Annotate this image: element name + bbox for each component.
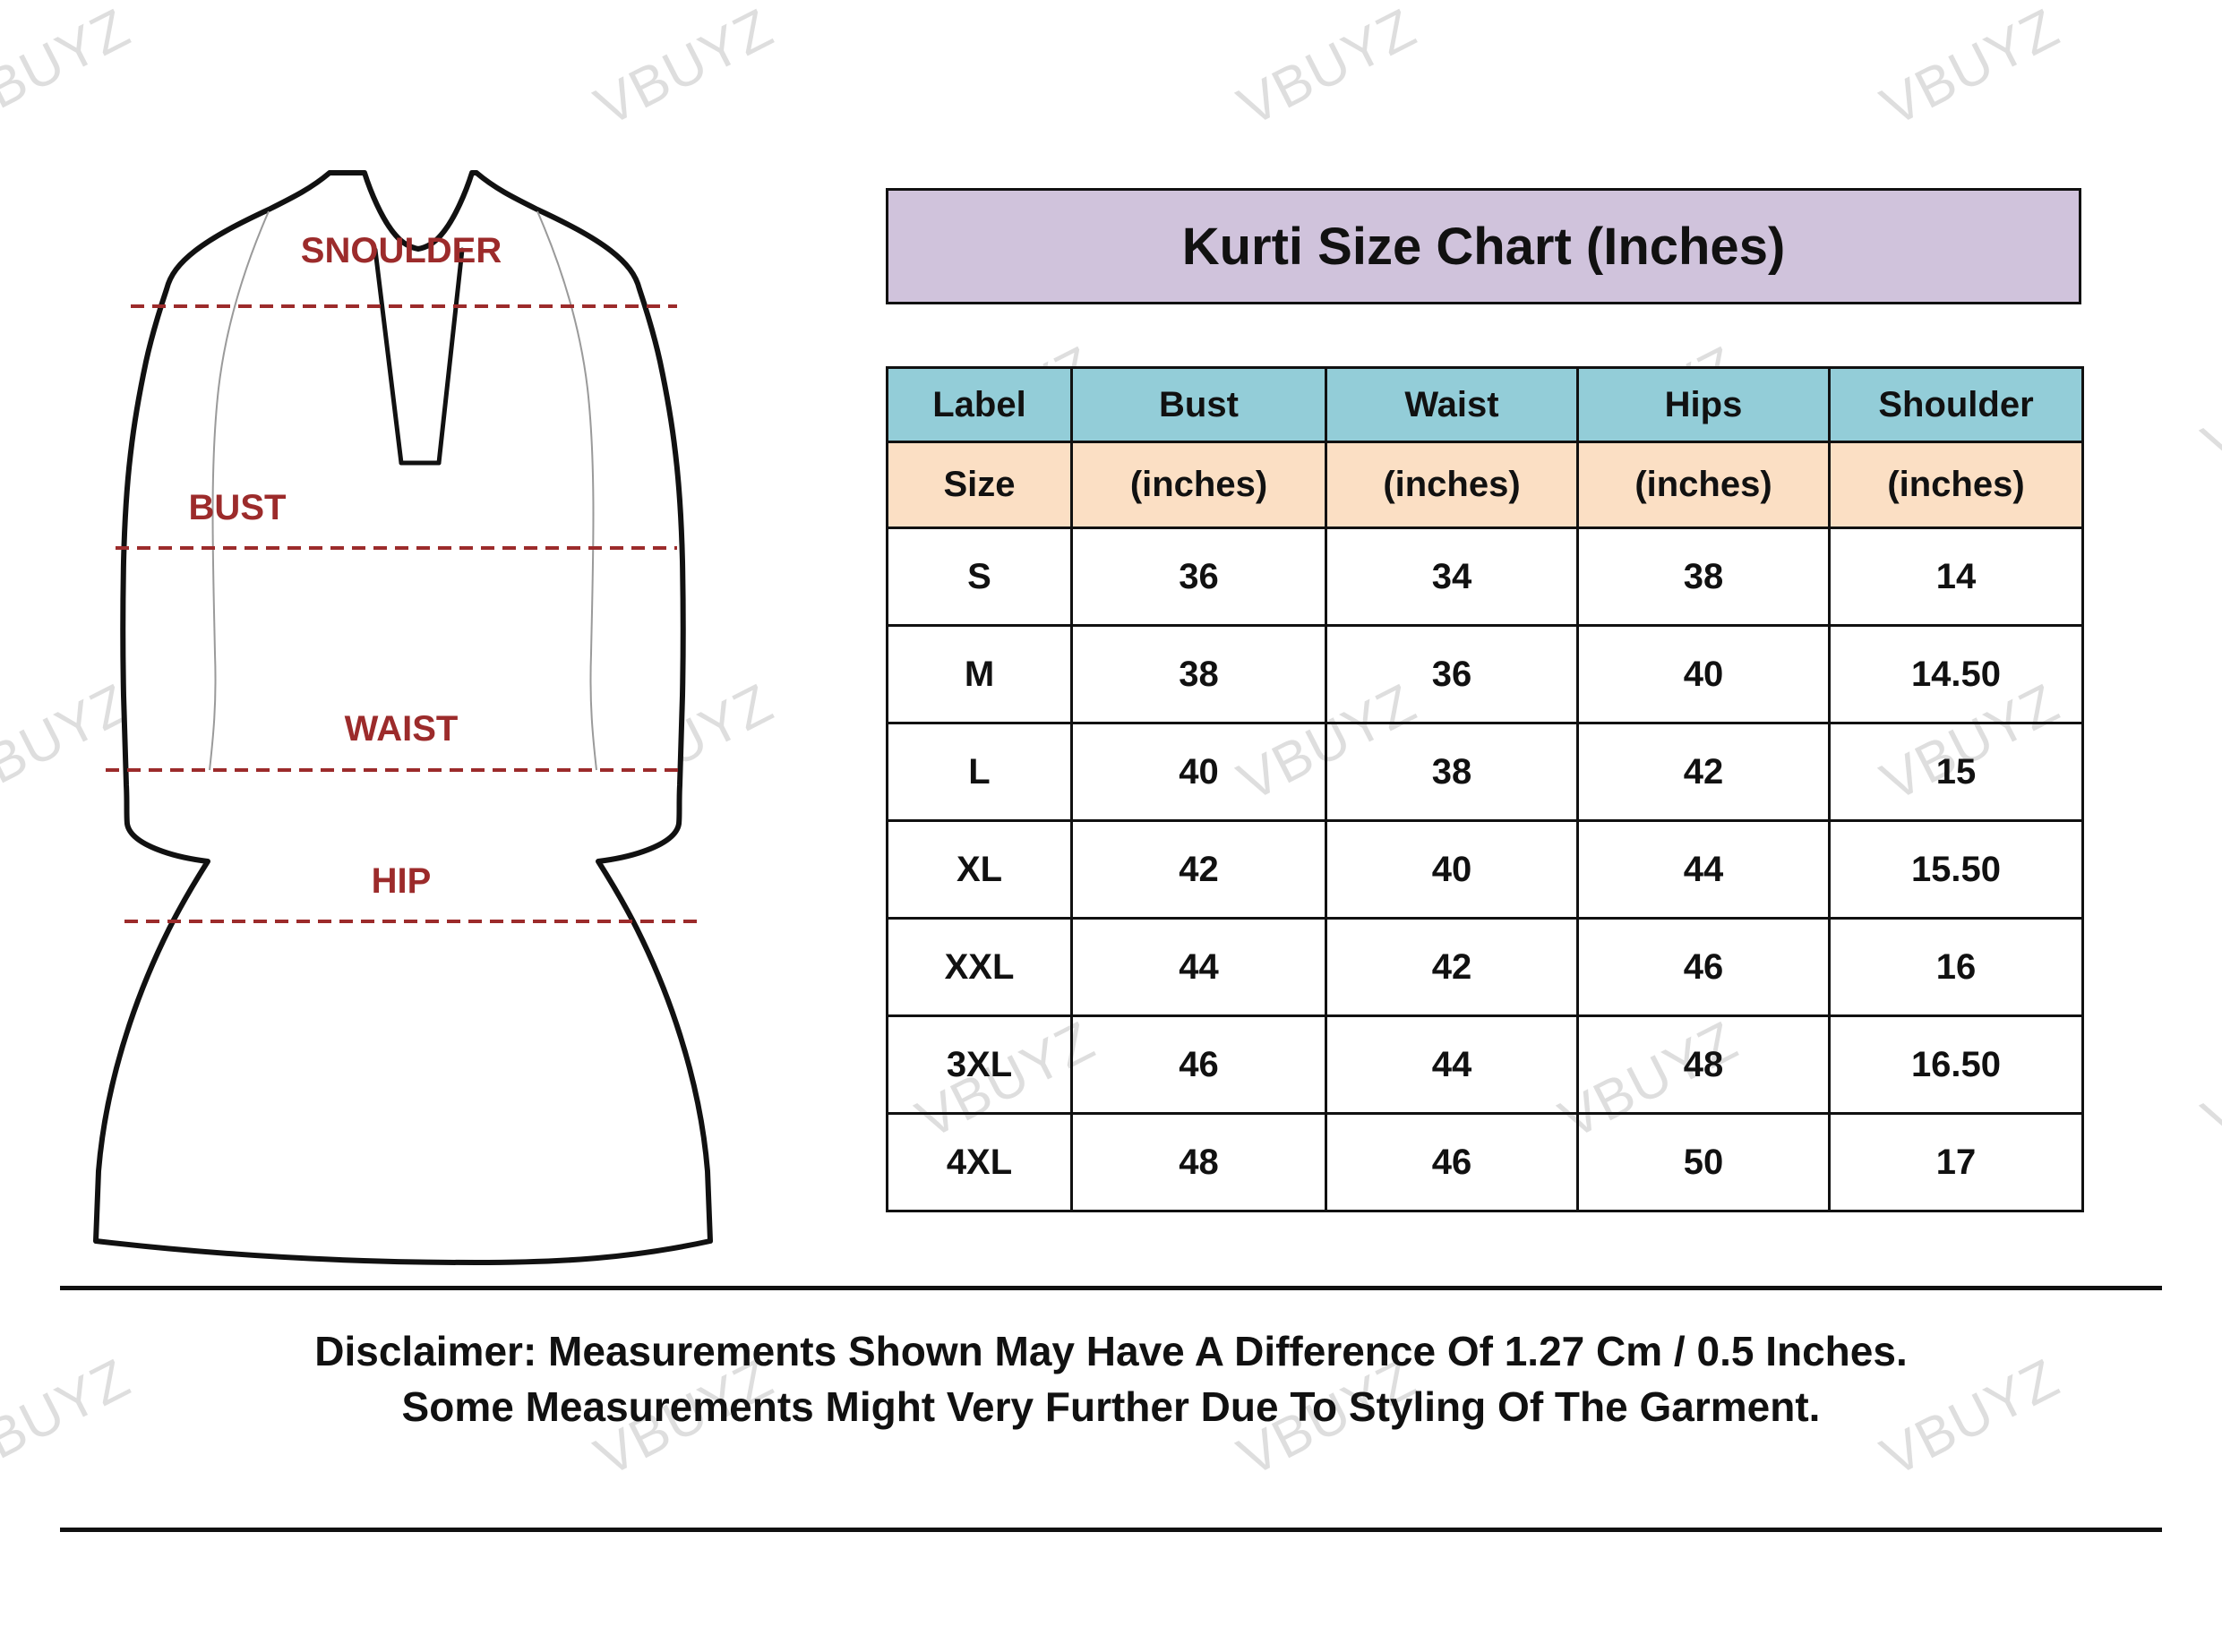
svg-text:BUST: BUST [189,488,287,527]
svg-text:HIP: HIP [372,861,432,901]
svg-text:SNOULDER: SNOULDER [301,231,502,270]
svg-text:WAIST: WAIST [345,709,459,749]
